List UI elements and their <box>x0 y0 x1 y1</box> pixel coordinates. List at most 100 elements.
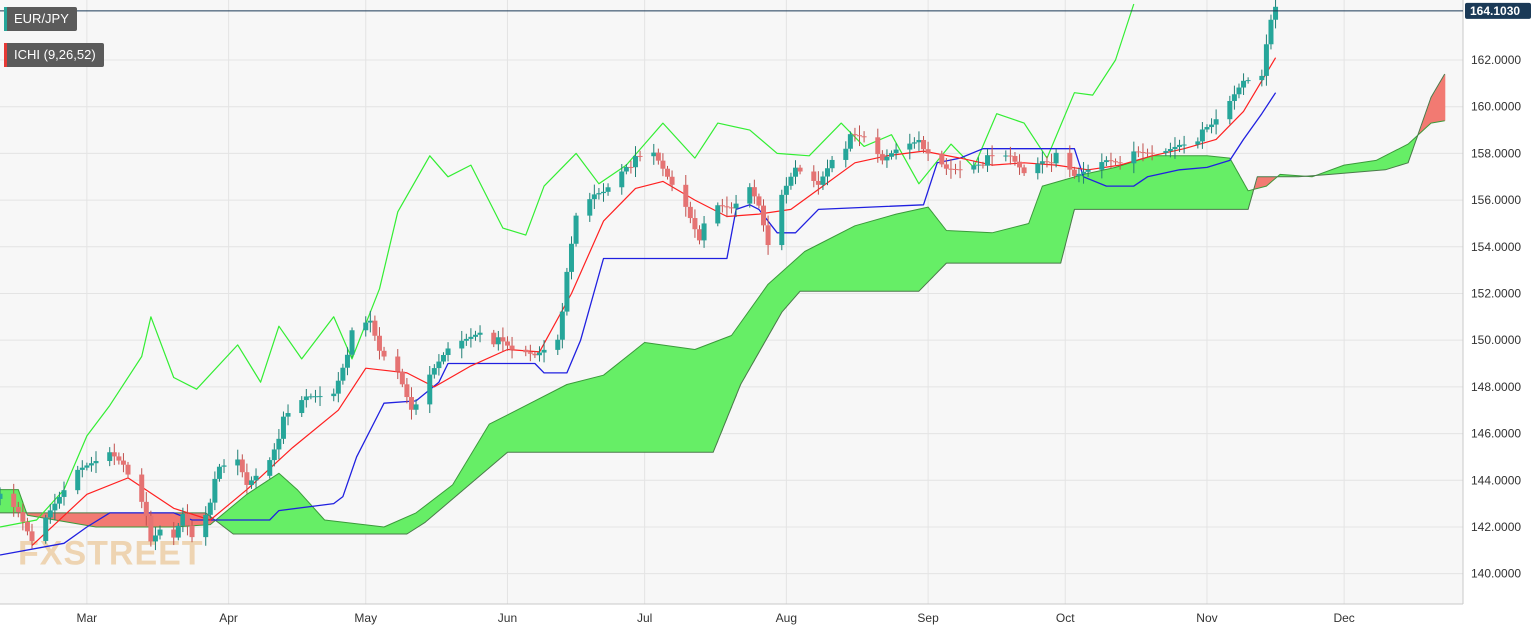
cloud-segment <box>941 224 947 268</box>
cloud-segment <box>1257 176 1263 189</box>
candle-body <box>660 160 666 169</box>
x-tick-label: Jun <box>498 611 517 625</box>
candle-body <box>1181 144 1187 146</box>
cloud-segment <box>918 208 925 292</box>
cloud-segment <box>4 489 10 513</box>
cloud-segment <box>781 267 787 313</box>
legend-symbol[interactable]: EUR/JPY <box>4 7 77 31</box>
candle-body <box>15 506 21 513</box>
cloud-segment <box>1385 153 1391 170</box>
cloud-segment <box>100 512 106 527</box>
candle-body <box>637 155 643 157</box>
candle-body <box>276 438 282 450</box>
cloud-segment <box>1403 144 1409 165</box>
candle-body <box>1268 19 1274 45</box>
cloud-segment <box>123 512 129 527</box>
candle-body <box>815 180 821 185</box>
x-tick-label: Oct <box>1056 611 1075 625</box>
cloud-segment <box>937 218 943 273</box>
candle-body <box>152 535 158 542</box>
candle-body <box>980 164 986 166</box>
cloud-segment <box>1115 166 1121 210</box>
cloud-segment <box>571 382 577 453</box>
cloud-segment <box>1266 176 1272 187</box>
cloud-segment <box>1152 155 1158 210</box>
cloud-segment <box>128 512 134 527</box>
cloud-segment <box>384 525 390 534</box>
cloud-segment <box>726 335 733 419</box>
candle-body <box>244 472 250 485</box>
y-tick-label: 146.0000 <box>1471 427 1521 441</box>
cloud-segment <box>914 209 920 292</box>
cloud-segment <box>699 346 705 453</box>
candle-body <box>468 336 474 339</box>
candle-body <box>907 143 913 150</box>
cloud-segment <box>434 495 440 515</box>
cloud-segment <box>1408 139 1414 163</box>
cloud-segment <box>1120 164 1126 210</box>
candle-body <box>701 223 707 241</box>
candle-body <box>825 168 831 177</box>
cloud-segment <box>86 512 92 527</box>
cloud-segment <box>1051 182 1057 264</box>
indicator-color-swatch <box>4 43 7 67</box>
cloud-segment <box>237 498 243 534</box>
cloud-segment <box>585 378 591 453</box>
cloud-segment <box>0 489 6 513</box>
candle-body <box>331 393 337 397</box>
cloud-segment <box>1225 157 1231 210</box>
cloud-segment <box>324 520 330 534</box>
candle-body <box>1199 129 1205 142</box>
candle-body <box>445 348 451 356</box>
cloud-segment <box>1207 155 1213 210</box>
y-tick-label: 142.0000 <box>1471 520 1521 534</box>
candle-body <box>52 503 58 511</box>
cloud-segment <box>662 345 669 453</box>
cloud-segment <box>260 482 266 534</box>
cloud-segment <box>1106 168 1112 210</box>
cloud-segment <box>653 343 659 453</box>
candle-body <box>1021 167 1027 174</box>
legend-indicator[interactable]: ICHI (9,26,52) <box>4 43 104 67</box>
cloud-segment <box>493 419 499 464</box>
candle-body <box>399 371 405 385</box>
cloud-segment <box>388 523 394 534</box>
watermark-logo: FXSTREET <box>18 534 204 572</box>
cloud-segment <box>452 477 458 499</box>
cloud-segment <box>160 512 166 527</box>
cloud-segment <box>964 231 970 264</box>
cloud-segment <box>402 517 408 534</box>
cloud-segment <box>521 405 527 453</box>
cloud-segment <box>827 237 833 292</box>
cloud-segment <box>795 255 801 297</box>
cloud-segment <box>690 348 696 453</box>
candle-body <box>605 187 611 192</box>
cloud-segment <box>1111 167 1117 210</box>
candle-body <box>1071 169 1077 176</box>
cloud-segment <box>681 347 687 453</box>
cloud-segment <box>594 376 600 453</box>
candle-body <box>61 490 67 497</box>
cloud-segment <box>411 512 417 531</box>
candle-body <box>216 466 222 479</box>
cloud-segment <box>338 521 344 534</box>
cloud-segment <box>246 491 253 534</box>
candle-body <box>1163 151 1169 153</box>
candle-body <box>139 474 145 502</box>
candle-body <box>495 337 501 345</box>
candle-body <box>271 449 277 461</box>
candle-body <box>1113 161 1119 163</box>
cloud-segment <box>996 230 1002 264</box>
x-tick-label: May <box>354 611 377 625</box>
candle-body <box>335 380 341 394</box>
candle-body <box>1067 152 1073 170</box>
candle-body <box>184 514 190 526</box>
y-axis: 140.0000 142.0000 144.0000 146.0000 148.0000… <box>1471 53 1521 581</box>
cloud-segment <box>951 230 957 264</box>
cloud-segment <box>251 488 257 534</box>
x-axis: Mar Apr May Jun Jul Aug Sep Oct Nov Dec <box>77 611 1355 625</box>
cloud-segment <box>566 383 573 453</box>
candle-body <box>84 465 90 468</box>
cloud-segment <box>393 521 399 534</box>
cloud-segment <box>983 232 989 264</box>
